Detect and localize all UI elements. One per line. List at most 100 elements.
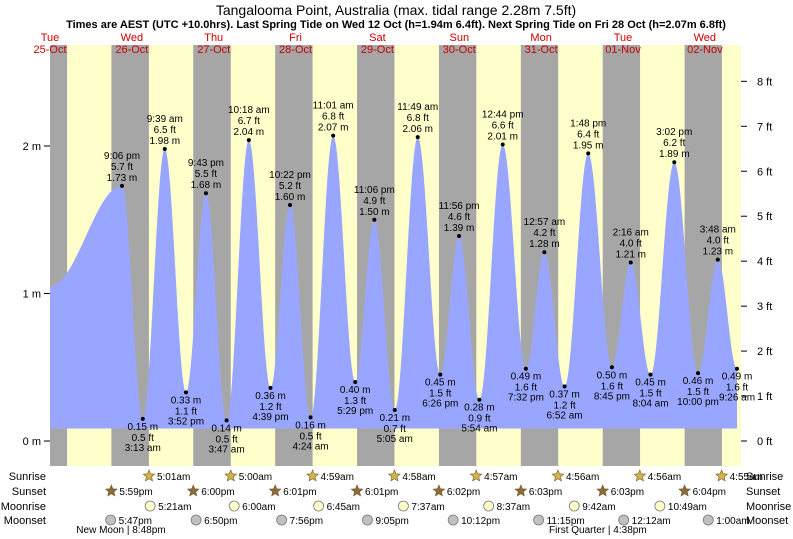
- tide-point: [288, 203, 293, 207]
- tide-label: 0.49 m: [511, 372, 542, 383]
- tide-label: 1.89 m: [659, 149, 690, 160]
- tide-label: 6.8 ft: [322, 112, 344, 123]
- tide-label: 8:04 am: [632, 399, 668, 410]
- tide-area: [50, 135, 738, 429]
- left-tick-label: 0 m: [23, 436, 41, 448]
- tide-point: [308, 415, 313, 420]
- tide-label: 9:26 am: [719, 393, 755, 404]
- day-date: 26-Oct: [115, 44, 148, 56]
- tide-label: 9:39 am: [147, 114, 183, 125]
- day-date: 27-Oct: [197, 44, 230, 56]
- moonset-icon: [362, 514, 373, 526]
- chart-title: Tangalooma Point, Australia (max. tidal …: [216, 2, 576, 18]
- left-axis-meters: 0 m 1 m 2 m: [23, 141, 50, 448]
- row-label-right: Moonset: [746, 515, 788, 527]
- moonset-time: 10:12pm: [461, 516, 500, 527]
- moonrise-time: 5:21am: [158, 502, 191, 513]
- moonrise-icon: [483, 500, 495, 512]
- tide-point: [457, 233, 462, 238]
- tide-label: 6.7 ft: [238, 116, 260, 127]
- tide-point: [203, 191, 208, 196]
- tide-label: 0.45 m: [425, 378, 456, 389]
- sunrise-time: 4:56am: [566, 472, 599, 483]
- day-name: Wed: [121, 32, 143, 44]
- moonrise-icon: [313, 500, 324, 512]
- sunrise-icon: [633, 469, 647, 482]
- tide-point: [715, 257, 720, 262]
- moonset-time: 7:56pm: [290, 516, 323, 527]
- tide-point: [372, 217, 377, 222]
- tide-label: 0.37 m: [549, 389, 580, 400]
- moonrise-icon: [228, 500, 240, 512]
- right-axis-feet: 0 ft 1 ft 2 ft 3 ft 4 ft 5 ft 6 ft 7 ft 8 ft: [741, 76, 772, 448]
- moonset-icon: [702, 514, 714, 526]
- moonset-icon: [618, 514, 630, 526]
- sunrise-time: 4:58am: [402, 472, 435, 483]
- tide-label: 5.2 ft: [279, 181, 301, 192]
- tide-label: 5.7 ft: [111, 162, 133, 173]
- moonrise-icon: [654, 500, 666, 512]
- tide-point: [672, 160, 677, 165]
- tide-label: 1.3 ft: [344, 396, 366, 407]
- tide-label: 0.7 ft: [384, 424, 406, 435]
- moonset-time: 12:12am: [632, 516, 671, 527]
- tide-label: 1.5 ft: [639, 389, 661, 400]
- day-date: 01-Nov: [605, 44, 641, 56]
- right-tick-label: 8 ft: [757, 76, 772, 88]
- tide-label: 1.68 m: [191, 180, 222, 191]
- tide-label: 0.50 m: [597, 370, 628, 381]
- day-name: Tue: [614, 32, 633, 44]
- sunrise-icon: [224, 469, 238, 482]
- tide-point: [648, 372, 653, 377]
- moonrise-icon: [144, 500, 156, 512]
- tide-point: [353, 380, 358, 384]
- tide-label: 2.01 m: [487, 132, 518, 143]
- tide-label: 6.2 ft: [663, 138, 685, 149]
- tide-label: 6.5 ft: [154, 125, 176, 136]
- tide-label: 0.28 m: [464, 403, 495, 414]
- tide-point: [523, 366, 528, 371]
- tide-label: 1.5 ft: [429, 389, 451, 400]
- tide-point: [696, 371, 701, 376]
- tide-label: 10:18 am: [228, 105, 270, 116]
- left-tick-label: 2 m: [23, 141, 41, 153]
- day-date: 31-Oct: [525, 44, 558, 56]
- tide-label: 1.60 m: [275, 192, 306, 203]
- sunrise-time: 4:55am: [730, 472, 763, 483]
- sunrise-time: 5:00am: [239, 472, 272, 483]
- right-tick-label: 1 ft: [757, 391, 772, 403]
- tide-label: 5:05 am: [377, 434, 413, 445]
- tide-label: 5:54 am: [461, 424, 497, 435]
- sunset-time: 6:01pm: [283, 487, 316, 498]
- tide-label: 9:06 pm: [104, 151, 140, 162]
- tide-point: [331, 133, 336, 138]
- tide-label: 0.5 ft: [299, 431, 321, 442]
- moonset-icon: [105, 514, 117, 526]
- tide-label: 5:29 pm: [337, 406, 373, 417]
- tide-markers: 9:06 pm5.7 ft1.73 m0.15 m0.5 ft3:13 am9:…: [104, 101, 755, 456]
- row-label-right: Sunrise: [746, 471, 783, 483]
- tide-label: 5.5 ft: [195, 169, 217, 180]
- tide-label: 1.23 m: [703, 247, 734, 258]
- sunset-icon: [104, 484, 118, 497]
- tide-label: 0.33 m: [171, 395, 202, 406]
- sunset-time: 6:02pm: [447, 487, 480, 498]
- right-tick-label: 6 ft: [757, 166, 772, 178]
- tide-label: 1.21 m: [615, 250, 646, 261]
- moon-phase-label: New Moon | 8:48pm: [76, 525, 165, 536]
- tide-label: 1.98 m: [149, 136, 180, 147]
- right-tick-label: 3 ft: [757, 301, 772, 313]
- tide-label: 11:49 am: [397, 102, 438, 113]
- sunset-icon: [350, 484, 364, 497]
- tide-label: 0.45 m: [635, 378, 666, 389]
- sunrise-icon: [551, 469, 565, 482]
- day-name: Sun: [449, 32, 469, 44]
- moonrise-icon: [398, 500, 409, 512]
- tide-label: 2.04 m: [234, 127, 265, 138]
- moonset-time: 5:47pm: [119, 516, 152, 527]
- tide-label: 12:57 am: [524, 217, 566, 228]
- right-tick-label: 2 ft: [757, 346, 772, 358]
- tide-point: [586, 151, 591, 156]
- tide-label: 4.0 ft: [620, 239, 642, 250]
